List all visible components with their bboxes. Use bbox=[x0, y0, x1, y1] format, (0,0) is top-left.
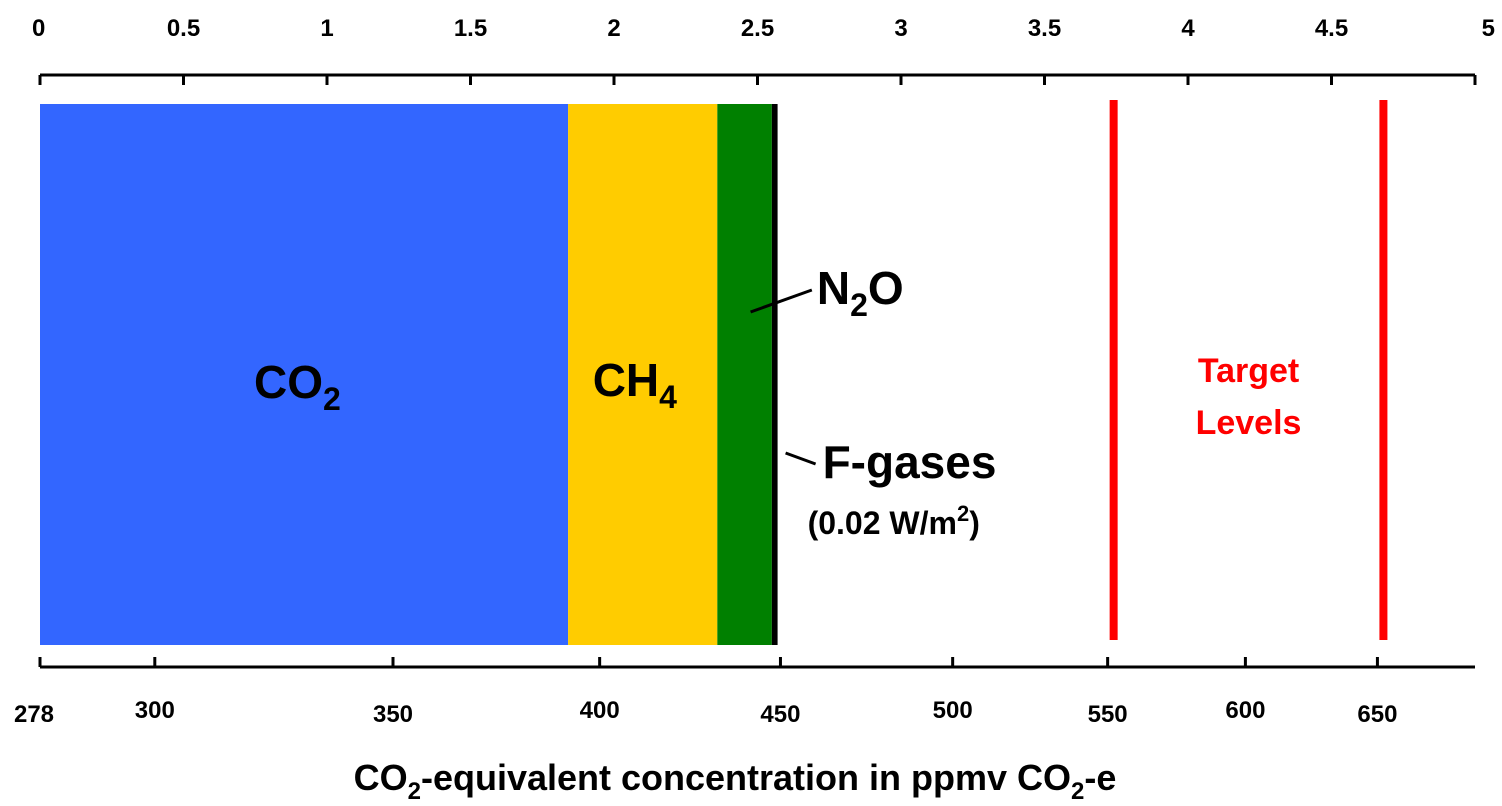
n2o-leader-line bbox=[750, 288, 813, 314]
top-tick-label-9: 4.5 bbox=[1315, 15, 1348, 42]
fgases-note-sup: 2 bbox=[957, 501, 969, 526]
bottom-tick-label-7: 600 bbox=[1225, 697, 1265, 724]
top-tick-label-0: 0 bbox=[32, 15, 45, 42]
fgases-label-main: F-gases bbox=[823, 436, 997, 488]
x-axis-title: CO2-equivalent concentration in ppmv CO2… bbox=[354, 757, 1117, 805]
target-label-line1: Target bbox=[1198, 352, 1299, 390]
fgases-note-pre: (0.02 W/m bbox=[808, 505, 957, 541]
top-tick-label-4: 2 bbox=[607, 15, 620, 42]
bottom-tick-label-0: 278 bbox=[14, 701, 54, 728]
n2o-label-main: N bbox=[817, 262, 850, 314]
fgases-leader-line bbox=[785, 451, 817, 466]
n2o-label: N2O bbox=[817, 262, 904, 323]
stacked-segments bbox=[40, 104, 778, 645]
top-tick-label-6: 3 bbox=[894, 15, 907, 42]
n2o-label-tail: O bbox=[868, 262, 904, 314]
fgases-note-post: ) bbox=[969, 505, 980, 541]
top-axis: 0 0.5 1 1.5 2 2.5 3 3.5 4 4.5 5 bbox=[32, 15, 1495, 85]
top-tick-label-1: 0.5 bbox=[167, 15, 200, 42]
co2-label-main: CO bbox=[254, 356, 323, 408]
fgases-note: (0.02 W/m2) bbox=[808, 501, 980, 541]
fgases-label: F-gases bbox=[823, 436, 997, 488]
x-axis-title-part3: -e bbox=[1084, 757, 1116, 798]
ch4-label-sub: 4 bbox=[659, 379, 677, 415]
x-axis-title-sub2: 2 bbox=[1071, 778, 1084, 805]
bottom-tick-label-2: 350 bbox=[373, 701, 413, 728]
target-label-line2: Levels bbox=[1196, 404, 1302, 442]
segment-bar-3 bbox=[771, 104, 778, 645]
bottom-tick-label-3: 400 bbox=[580, 697, 620, 724]
segment-bar-0 bbox=[40, 104, 569, 645]
ch4-label-main: CH bbox=[593, 354, 659, 406]
top-tick-label-7: 3.5 bbox=[1028, 15, 1061, 42]
x-axis-title-sub1: 2 bbox=[408, 778, 421, 805]
n2o-label-sub: 2 bbox=[850, 287, 868, 323]
bottom-tick-label-4: 450 bbox=[760, 701, 800, 728]
top-tick-label-8: 4 bbox=[1181, 15, 1195, 42]
top-tick-label-3: 1.5 bbox=[454, 15, 487, 42]
bottom-tick-label-1: 300 bbox=[135, 697, 175, 724]
x-axis-title-part1: CO bbox=[354, 757, 408, 798]
top-tick-label-5: 2.5 bbox=[741, 15, 774, 42]
top-tick-label-2: 1 bbox=[320, 15, 333, 42]
segment-bar-2 bbox=[717, 104, 772, 645]
co2-label-sub: 2 bbox=[323, 381, 341, 417]
bottom-axis: 278 300 350 400 450 500 550 600 650 bbox=[14, 657, 1475, 728]
target-lines bbox=[1109, 100, 1388, 640]
co2-label: CO2 bbox=[254, 356, 341, 417]
bottom-tick-label-5: 500 bbox=[933, 697, 973, 724]
bottom-tick-label-8: 650 bbox=[1357, 701, 1397, 728]
top-tick-label-10: 5 bbox=[1482, 15, 1495, 42]
x-axis-title-part2: -equivalent concentration in ppmv CO bbox=[421, 757, 1071, 798]
ch4-label: CH4 bbox=[593, 354, 677, 415]
segment-bar-1 bbox=[568, 104, 718, 645]
bottom-tick-label-6: 550 bbox=[1088, 701, 1128, 728]
